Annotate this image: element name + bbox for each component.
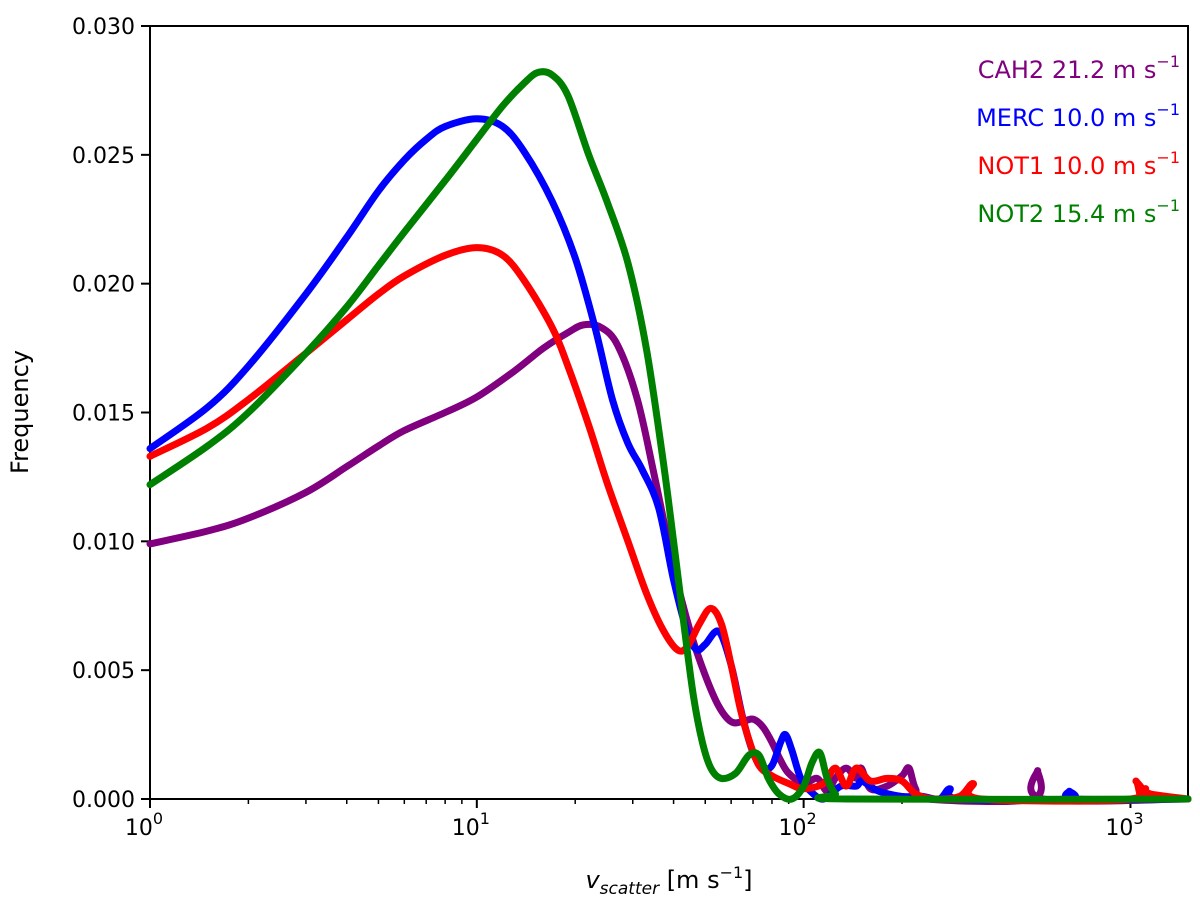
x-axis-label-unit-close: ] bbox=[743, 866, 752, 894]
series-line-not2 bbox=[146, 68, 1192, 803]
x-tick-label: 102 bbox=[779, 809, 817, 841]
x-axis-label-unit: [m s bbox=[659, 866, 720, 894]
y-tick-label: 0.000 bbox=[72, 788, 135, 813]
series-line-not1 bbox=[146, 244, 1192, 805]
plot-frame bbox=[149, 25, 1189, 800]
legend-entry-not2: NOT2 15.4 m s−1 bbox=[977, 196, 1180, 228]
x-axis-ticks: 100 101 102 103 bbox=[125, 799, 1144, 841]
legend-entry-cah2: CAH2 21.2 m s−1 bbox=[978, 52, 1180, 84]
x-tick-label: 101 bbox=[452, 809, 490, 841]
y-tick-label: 0.010 bbox=[72, 530, 135, 555]
x-axis-label: vscatter [m s−1] bbox=[585, 863, 752, 899]
y-tick-label: 0.030 bbox=[72, 15, 135, 40]
legend-entry-not1: NOT1 10.0 m s−1 bbox=[977, 148, 1180, 180]
x-axis-label-subscript: scatter bbox=[600, 879, 660, 899]
legend-entry-merc: MERC 10.0 m s−1 bbox=[976, 100, 1180, 132]
y-tick-label: 0.005 bbox=[72, 659, 135, 684]
legend: CAH2 21.2 m s−1 MERC 10.0 m s−1 NOT1 10.0 … bbox=[976, 52, 1180, 228]
y-axis-ticks: 0.000 0.005 0.010 0.015 0.020 0.025 0.030 bbox=[72, 15, 150, 813]
x-tick-label: 103 bbox=[1105, 809, 1143, 841]
x-tick-label: 100 bbox=[125, 809, 163, 841]
y-axis-label: Frequency bbox=[6, 350, 34, 474]
series-layer bbox=[146, 68, 1192, 806]
x-axis-label-variable: v bbox=[585, 866, 600, 894]
y-tick-label: 0.015 bbox=[72, 402, 135, 427]
x-axis-label-unit-exponent: −1 bbox=[720, 863, 744, 882]
y-tick-label: 0.020 bbox=[72, 273, 135, 298]
y-tick-label: 0.025 bbox=[72, 144, 135, 169]
